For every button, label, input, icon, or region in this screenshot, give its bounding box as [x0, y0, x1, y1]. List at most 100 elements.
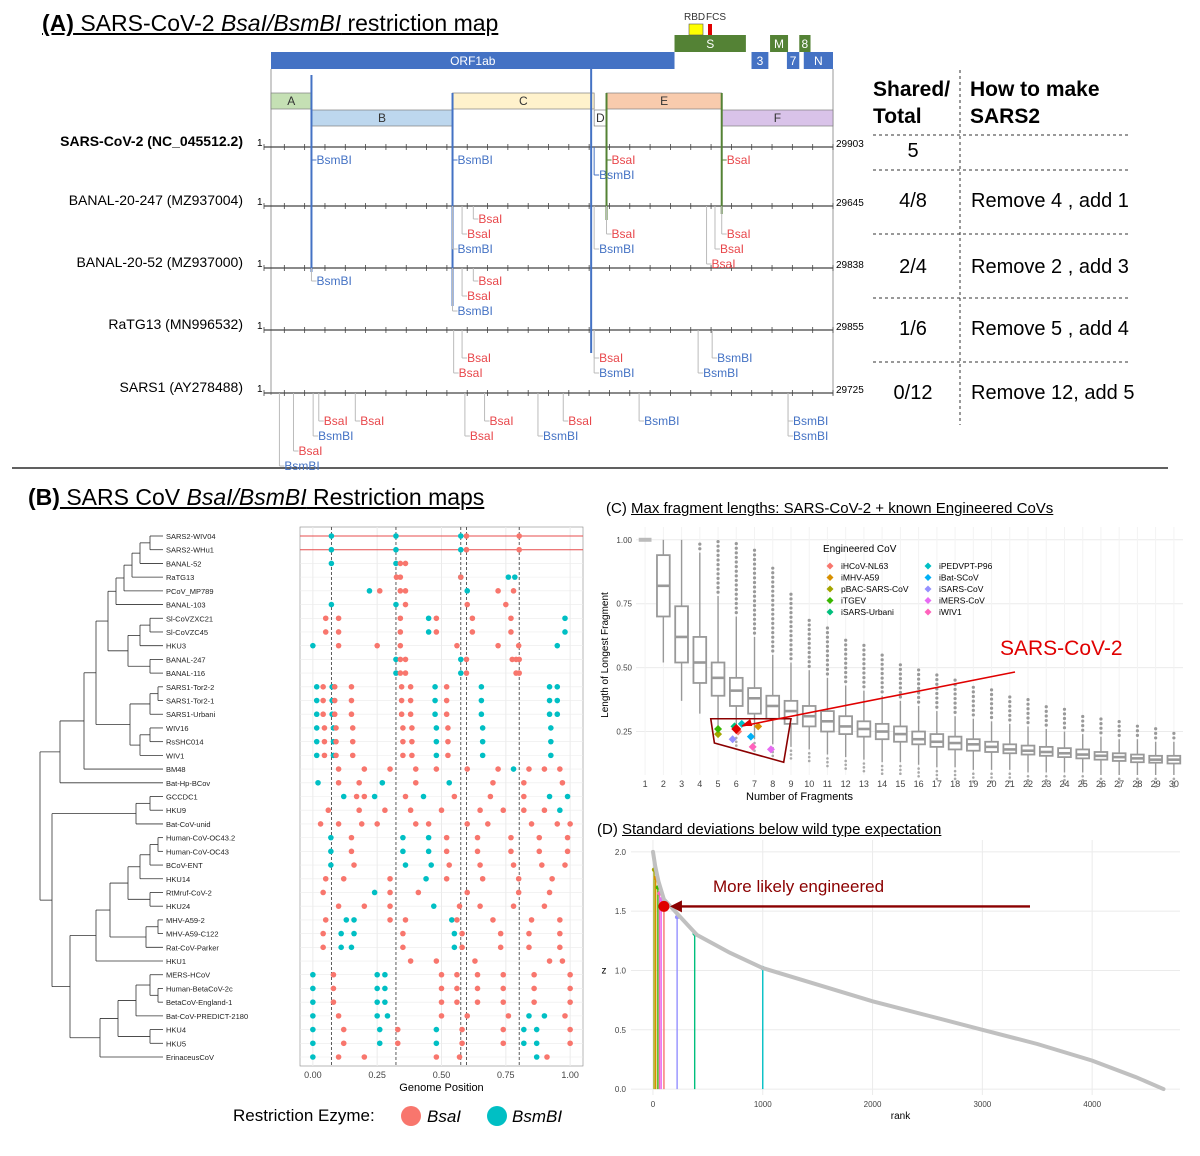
gene-8-box	[799, 35, 811, 52]
bsai-dot	[526, 944, 532, 951]
site-label-bsai: BsaI	[712, 257, 736, 271]
table-col2-header: SARS2	[970, 105, 1040, 128]
site-label-bsai: BsaI	[568, 414, 592, 428]
outlier-dot	[771, 589, 775, 593]
outlier-dot	[989, 697, 994, 701]
bsmbi-dot	[546, 684, 553, 690]
bsai-dot	[335, 1054, 342, 1060]
site-label-bsai: BsaI	[720, 242, 744, 256]
bsai-dot	[477, 903, 483, 909]
outlier-dot	[1135, 729, 1140, 733]
taxon-label: BetaCoV-England-1	[166, 998, 232, 1007]
bsai-dot	[400, 944, 406, 951]
sars2-point	[731, 723, 742, 734]
outlier-dot	[935, 696, 939, 700]
outlier-dot	[734, 588, 738, 592]
outlier-dot	[771, 617, 775, 621]
x-tick-label: 28	[1132, 779, 1142, 789]
bsmbi-dot	[313, 752, 320, 759]
bsai-dot	[397, 642, 404, 649]
site-label-bsai: BsaI	[612, 227, 636, 241]
outlier-dot	[771, 630, 775, 635]
outlier-dot	[825, 630, 830, 635]
outlier-dot	[1081, 714, 1085, 719]
panel-c-title: (C) Max fragment lengths: SARS-CoV-2 + k…	[606, 500, 1053, 517]
bsai-dot	[541, 903, 548, 909]
outlier-dot	[825, 635, 830, 639]
bsmbi-dot	[425, 848, 432, 855]
x-tick-label: 17	[932, 779, 942, 789]
bsmbi-dot	[425, 615, 432, 622]
genome-end: 29645	[836, 198, 864, 209]
outlier-dot	[1008, 780, 1012, 783]
engineered-point	[746, 732, 755, 741]
outlier-dot	[734, 569, 738, 573]
bsai-dot	[407, 711, 414, 718]
x-tick-label: 1	[643, 779, 648, 789]
bsmbi-dot	[554, 684, 561, 690]
box	[692, 636, 708, 684]
bsai-dot	[400, 930, 406, 937]
bsai-dot	[567, 821, 573, 827]
outlier-dot	[1099, 726, 1103, 730]
bsai-dot	[433, 615, 440, 622]
site-label-bsmbi: BsmBI	[318, 429, 353, 443]
bsai-dot	[335, 903, 342, 909]
taxon-label: Human-BetaCoV-2c	[166, 984, 233, 993]
outlier-dot	[1136, 785, 1139, 788]
bsmbi-dot	[393, 560, 399, 567]
engineered-point	[728, 735, 737, 744]
outlier-dot	[752, 613, 757, 617]
outlier-dot	[716, 576, 720, 580]
outlier-dot	[716, 549, 720, 553]
site-label-bsmbi: BsmBI	[599, 242, 634, 256]
bsai-dot	[387, 766, 393, 772]
outlier-dot	[1062, 726, 1067, 730]
outlier-dot	[1154, 736, 1158, 740]
outlier-dot	[844, 647, 848, 652]
outlier-dot	[1008, 772, 1012, 776]
bsai-dot	[472, 958, 478, 964]
bsmbi-dot	[393, 533, 399, 539]
outlier-dot	[1044, 709, 1048, 713]
legend-marker	[924, 597, 932, 604]
site-label-bsai: BsaI	[324, 414, 348, 428]
outlier-dot	[825, 649, 830, 653]
gene-label: 7	[790, 54, 797, 68]
x-tick-label: 10	[804, 779, 814, 789]
site-label-bsai: BsaI	[298, 444, 322, 458]
bsai-dot	[335, 642, 342, 649]
outlier-dot	[807, 660, 811, 664]
bsai-dot	[374, 821, 380, 827]
x-tick-label: 3000	[973, 1100, 991, 1109]
legend-label: iBat-SCoV	[939, 573, 979, 583]
bsai-dot	[397, 656, 404, 663]
outlier-dot	[826, 757, 829, 760]
outlier-dot	[971, 708, 975, 712]
bsmbi-dot	[400, 834, 406, 841]
bsai-dot	[402, 560, 409, 567]
taxon-label: HKU24	[166, 902, 190, 911]
bsai-dot	[320, 889, 326, 896]
outlier-dot	[898, 672, 902, 676]
legend-marker	[826, 585, 834, 593]
outlier-dot	[789, 606, 793, 610]
outlier-dot	[771, 584, 775, 589]
outlier-dot	[953, 706, 957, 710]
bsai-dot	[398, 711, 405, 718]
bsai-dot	[325, 807, 332, 814]
taxon-label: SARS1-Tor2-2	[166, 683, 214, 692]
panel-d-title: (D) Standard deviations below wild type …	[597, 821, 941, 838]
outlier-dot	[989, 715, 994, 720]
outlier-dot	[1062, 721, 1067, 725]
panel-a-title-italic: BsaI/BsmBI	[220, 10, 342, 36]
bsai-dot	[531, 999, 537, 1005]
bsai-dot	[361, 793, 368, 800]
bsai-dot	[515, 889, 522, 896]
bsai-dot	[487, 793, 494, 800]
outlier-dot	[862, 643, 866, 647]
outlier-dot	[825, 658, 830, 662]
fragment-label: B	[378, 111, 386, 125]
bsai-dot	[510, 903, 517, 909]
bsai-dot	[521, 779, 527, 786]
